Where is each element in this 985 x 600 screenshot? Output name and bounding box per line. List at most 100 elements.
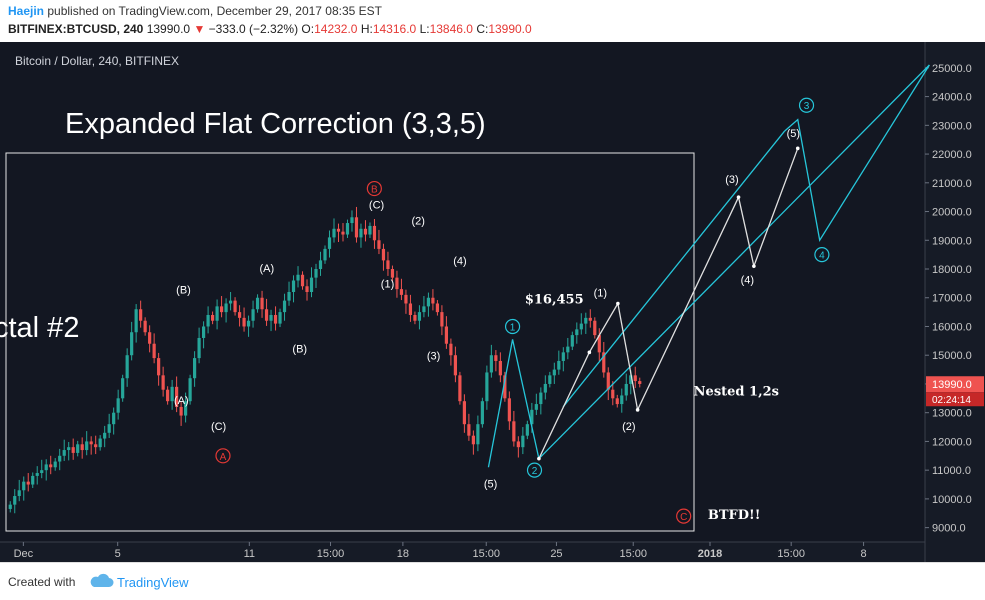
- candle-body: [530, 409, 534, 425]
- down-arrow-icon: ▼: [193, 22, 206, 36]
- x-tick-label: 2018: [698, 548, 722, 560]
- created-with-text: Created with: [8, 575, 76, 589]
- high-value: 14316.0: [372, 22, 417, 36]
- candle-body: [121, 378, 125, 399]
- y-tick-label: 19000.0: [932, 235, 972, 247]
- tradingview-link[interactable]: TradingView: [117, 575, 189, 590]
- candles-group: [8, 206, 642, 514]
- candle-body: [399, 289, 404, 295]
- wave-circle-label: 2: [532, 466, 538, 477]
- wave-label: (C): [369, 200, 384, 212]
- wave-label: (5): [484, 478, 497, 490]
- wave-point: [616, 301, 620, 306]
- candle-body: [58, 455, 62, 462]
- candle-body: [228, 300, 233, 304]
- candle-body: [462, 401, 466, 425]
- candle-body: [224, 303, 228, 313]
- y-tick-label: 17000.0: [932, 293, 972, 305]
- candle-body: [422, 306, 426, 313]
- y-tick-label: 9000.0: [932, 523, 966, 535]
- candle-body: [148, 332, 152, 344]
- candle-body: [552, 369, 556, 376]
- candle-body: [323, 248, 327, 261]
- candle-body: [372, 225, 377, 241]
- y-tick-label: 21000.0: [932, 178, 972, 190]
- candle-body: [543, 383, 547, 393]
- candle-body: [300, 274, 305, 287]
- cyan-channel-top: [562, 130, 786, 408]
- candle-body: [184, 401, 188, 416]
- wave-label: (5): [787, 128, 800, 140]
- candle-body: [404, 294, 408, 304]
- wave-label: (4): [453, 256, 466, 268]
- candle-body: [188, 378, 192, 402]
- candle-body: [395, 277, 399, 290]
- candle-body: [354, 217, 359, 238]
- x-tick-label: 25: [550, 548, 562, 560]
- x-tick-label: 15:00: [472, 548, 500, 560]
- symbol-label: BITFINEX:BTCUSD, 240: [8, 22, 144, 36]
- candle-body: [521, 435, 525, 448]
- candle-body: [201, 326, 206, 338]
- candle-body: [345, 223, 350, 235]
- candle-body: [40, 470, 44, 474]
- candle-body: [242, 317, 246, 327]
- candle-body: [381, 248, 386, 261]
- candle-body: [480, 401, 484, 425]
- candle-body: [408, 303, 413, 315]
- price-chart[interactable]: 9000.010000.011000.012000.013000.014000.…: [0, 42, 985, 562]
- candle-body: [94, 444, 98, 448]
- publish-info: published on TradingView.com, December 2…: [47, 4, 383, 18]
- wave-point: [736, 195, 741, 199]
- wave-circle: [366, 180, 382, 197]
- open-value: 14232.0: [314, 22, 358, 36]
- wave-circle-label: A: [220, 452, 227, 463]
- candle-body: [413, 314, 417, 321]
- candle-body: [251, 309, 255, 321]
- candle-body: [539, 392, 543, 405]
- candle-body: [179, 406, 183, 416]
- candle-body: [426, 297, 431, 307]
- candle-body: [112, 412, 116, 425]
- cloud-logo-icon: [90, 573, 114, 587]
- footer: Created with TradingView: [0, 562, 985, 600]
- candle-body: [386, 260, 390, 270]
- candle-body: [525, 424, 529, 436]
- candle-body: [575, 329, 579, 336]
- wave-circle-label: 3: [804, 101, 810, 112]
- candle-body: [390, 269, 395, 278]
- candle-body: [233, 300, 237, 313]
- price-change: −333.0 (−2.32%): [208, 22, 299, 36]
- candle-body: [476, 424, 480, 445]
- y-tick-label: 23000.0: [932, 120, 972, 132]
- annotation-frame: [5, 152, 695, 532]
- x-tick-label: 8: [861, 548, 867, 560]
- y-tick-label: 11000.0: [932, 465, 971, 477]
- chart-area[interactable]: 9000.010000.011000.012000.013000.014000.…: [0, 42, 985, 562]
- last-price: 13990.0: [146, 22, 191, 36]
- candle-body: [633, 375, 637, 382]
- candle-body: [130, 332, 134, 356]
- candle-body: [134, 309, 138, 333]
- candle-body: [13, 496, 17, 505]
- author-link[interactable]: Haejin: [8, 4, 45, 18]
- wave-label: (2): [412, 215, 425, 227]
- cyan-channel-bottom: [538, 64, 930, 460]
- candle-body: [489, 355, 493, 373]
- candle-body: [291, 280, 296, 292]
- candle-body: [620, 395, 624, 405]
- wave-label: (A): [260, 263, 275, 275]
- candle-body: [566, 346, 570, 353]
- candle-body: [471, 435, 475, 445]
- chart-header: Haejin published on TradingView.com, Dec…: [0, 0, 985, 40]
- candle-body: [161, 375, 165, 390]
- candle-body: [152, 343, 156, 359]
- candle-body: [507, 398, 511, 422]
- candle-body: [494, 355, 498, 361]
- candle-body: [17, 490, 21, 497]
- wave-label: (A): [174, 395, 189, 407]
- candle-body: [309, 277, 314, 292]
- candle-body: [219, 306, 224, 313]
- wave-circle: [814, 247, 830, 263]
- wave-point: [752, 264, 756, 268]
